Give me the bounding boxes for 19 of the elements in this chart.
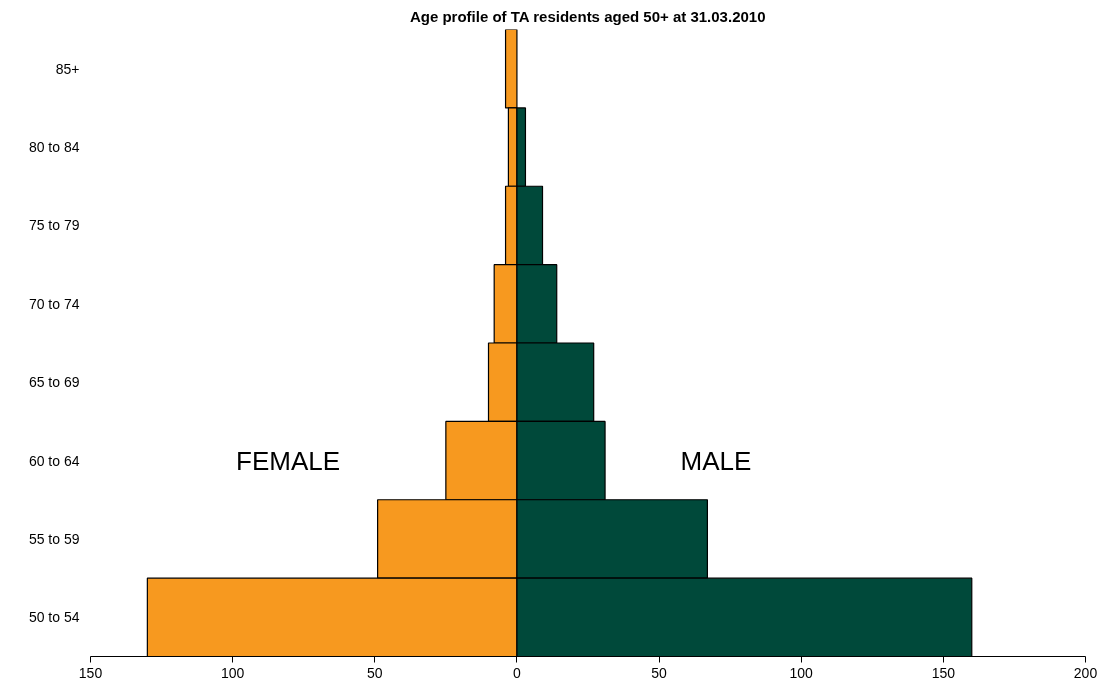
x-tick-label: 150 bbox=[931, 664, 956, 681]
y-tick-label: 70 to 74 bbox=[28, 295, 80, 312]
x-tick-label: 100 bbox=[220, 664, 245, 681]
y-tick-label: 80 to 84 bbox=[28, 139, 80, 156]
y-tick-label: 65 to 69 bbox=[28, 374, 80, 391]
y-tick-label: 50 to 54 bbox=[28, 609, 80, 626]
x-tick-label: 50 bbox=[367, 664, 383, 681]
x-tick-label: 200 bbox=[1073, 664, 1098, 681]
series-label: FEMALE bbox=[236, 445, 341, 476]
y-tick-label: 85+ bbox=[55, 60, 80, 77]
series-label: MALE bbox=[680, 445, 752, 476]
y-tick-label: 75 to 79 bbox=[28, 217, 80, 234]
chart-title: Age profile of TA residents aged 50+ at 31.03.2010 bbox=[409, 7, 766, 25]
x-tick-label: 0 bbox=[513, 664, 522, 681]
x-tick-label: 150 bbox=[78, 664, 103, 681]
x-tick-label: 100 bbox=[789, 664, 814, 681]
x-tick-label: 50 bbox=[651, 664, 668, 681]
y-tick-label: 60 to 64 bbox=[28, 452, 80, 469]
y-tick-label: 55 to 59 bbox=[28, 530, 80, 547]
